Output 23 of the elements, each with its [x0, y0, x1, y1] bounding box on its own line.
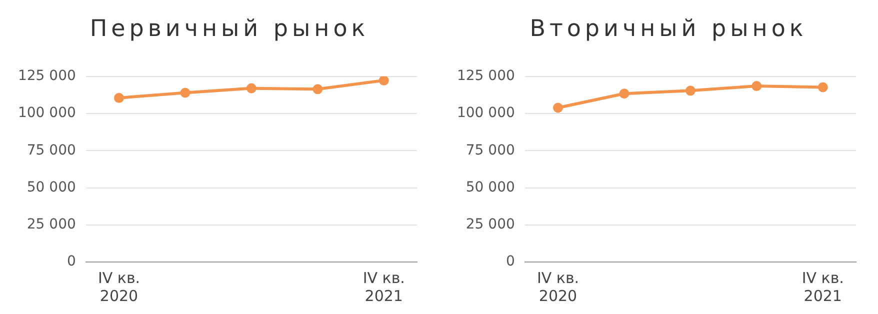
y-tick-label: 0	[506, 254, 515, 270]
y-tick-label: 125 000	[18, 68, 76, 84]
y-tick-label: 75 000	[26, 142, 76, 158]
y-tick-label: 25 000	[26, 216, 76, 233]
x-tick-label: IV кв. 2020	[98, 268, 140, 305]
point	[553, 102, 564, 113]
y-tick-label: 100 000	[456, 105, 515, 122]
chart-title: Первичный рынок	[88, 15, 370, 44]
point	[619, 88, 630, 99]
y-tick-label: 125 000	[456, 68, 515, 84]
x-tick-label: IV кв. 2020	[536, 268, 580, 305]
chart-title: Вторичный рынок	[528, 15, 808, 44]
point	[685, 86, 696, 96]
y-tick-label: 100 000	[18, 105, 76, 122]
y-tick-label: 0	[66, 254, 76, 270]
point	[818, 82, 828, 92]
x-tick-label: IV кв. 2021	[362, 268, 405, 305]
x-tick-label: IV кв. 2021	[802, 268, 844, 305]
y-tick-label: 50 000	[26, 179, 76, 196]
y-tick-label: 75 000	[466, 142, 515, 158]
y-tick-label: 50 000	[466, 179, 515, 196]
y-tick-label: 25 000	[466, 216, 515, 233]
point	[752, 81, 762, 92]
